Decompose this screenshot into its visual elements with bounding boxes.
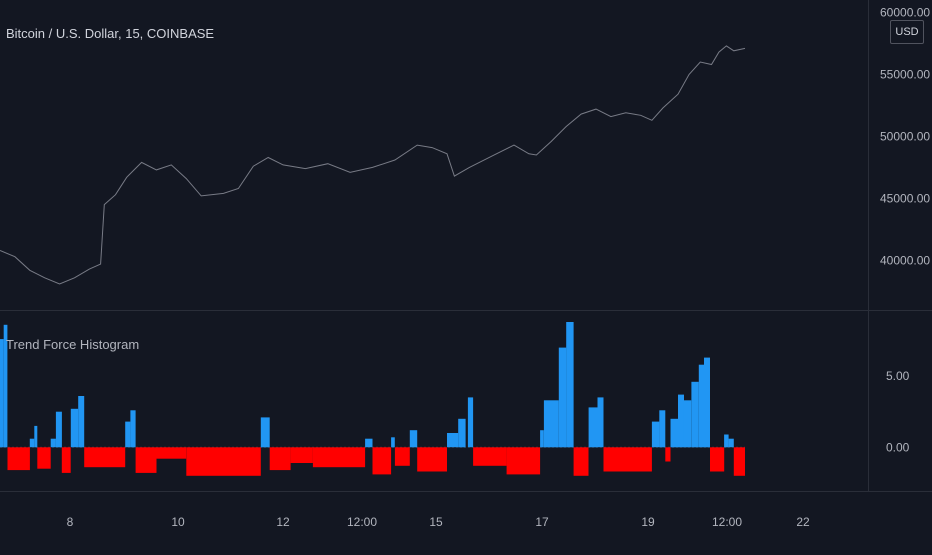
positive-histogram-bar [3, 324, 8, 448]
time-tick-label: 12:00 [347, 515, 377, 529]
price-tick-label: 45000.00 [880, 191, 930, 205]
positive-histogram-bar [558, 347, 567, 448]
negative-histogram-bar [61, 447, 71, 473]
positive-histogram-bar [55, 411, 62, 448]
histogram-tick-label: 5.00 [886, 369, 910, 383]
positive-histogram-bar [365, 438, 373, 448]
negative-histogram-bar [290, 447, 313, 463]
negative-histogram-bar [573, 447, 589, 476]
time-tick-label: 19 [641, 515, 655, 529]
positive-histogram-bar [458, 418, 466, 448]
positive-histogram-bar [678, 394, 684, 448]
negative-histogram-bar [394, 447, 410, 466]
time-tick-label: 12 [276, 515, 290, 529]
time-tick-label: 8 [67, 515, 74, 529]
positive-histogram-bar [651, 421, 660, 448]
negative-histogram-bar [603, 447, 652, 472]
negative-histogram-bar [84, 447, 126, 468]
positive-histogram-bar [391, 437, 395, 448]
price-series [0, 45, 746, 285]
price-tick-label: 55000.00 [880, 67, 930, 81]
negative-histogram-bar [312, 447, 366, 468]
negative-histogram-bar [156, 447, 187, 459]
positive-histogram-bar [125, 421, 131, 448]
price-tick-label: 50000.00 [880, 129, 930, 143]
positive-histogram-bar [698, 364, 704, 448]
negative-histogram-bar [417, 447, 447, 472]
negative-histogram-bar [506, 447, 541, 475]
positive-histogram-bar [659, 410, 666, 448]
positive-histogram-bar [724, 434, 729, 448]
negative-histogram-bar [37, 447, 51, 469]
price-tick-label: 60000.00 [880, 5, 930, 19]
negative-histogram-bar [733, 447, 745, 476]
positive-histogram-bar [670, 418, 678, 448]
positive-histogram-bar [34, 425, 38, 448]
positive-histogram-bar [588, 407, 598, 448]
indicator-title: Trend Force Histogram [6, 337, 140, 352]
positive-histogram-bar [0, 339, 4, 448]
negative-histogram-bar [710, 447, 725, 472]
positive-histogram-bar [447, 433, 459, 448]
positive-histogram-bar [543, 400, 559, 448]
histogram-tick-label: 0.00 [886, 440, 910, 454]
positive-histogram-bar [728, 438, 734, 448]
positive-histogram-bar [260, 417, 270, 448]
time-tick-label: 15 [429, 515, 443, 529]
btc-price-line [0, 45, 746, 285]
symbol-title: Bitcoin / U.S. Dollar, 15, COINBASE [6, 26, 215, 41]
positive-histogram-bar [691, 381, 699, 448]
trend-force-histogram [0, 322, 745, 476]
positive-histogram-bar [78, 396, 85, 448]
positive-histogram-bar [683, 400, 692, 448]
negative-histogram-bar [7, 447, 30, 471]
price-tick-label: 40000.00 [880, 253, 930, 267]
positive-histogram-bar [130, 410, 136, 448]
positive-histogram-bar [540, 430, 544, 448]
positive-histogram-bar [50, 438, 56, 448]
negative-histogram-bar [269, 447, 291, 471]
time-tick-label: 17 [535, 515, 549, 529]
currency-badge[interactable]: USD [890, 20, 924, 44]
negative-histogram-bar [135, 447, 157, 473]
positive-histogram-bar [70, 408, 79, 448]
positive-histogram-bar [597, 397, 604, 448]
negative-histogram-bar [186, 447, 261, 476]
time-tick-label: 12:00 [712, 515, 742, 529]
negative-histogram-bar [372, 447, 392, 475]
negative-histogram-bar [473, 447, 507, 466]
positive-histogram-bar [566, 322, 574, 448]
negative-histogram-bar [665, 447, 671, 462]
positive-histogram-bar [467, 397, 474, 448]
positive-histogram-bar [409, 430, 418, 448]
time-tick-label: 10 [171, 515, 185, 529]
axes: 40000.00 45000.00 50000.00 55000.00 60000.00… [0, 0, 932, 529]
positive-histogram-bar [29, 438, 35, 448]
time-tick-label: 22 [796, 515, 810, 529]
positive-histogram-bar [704, 357, 710, 448]
